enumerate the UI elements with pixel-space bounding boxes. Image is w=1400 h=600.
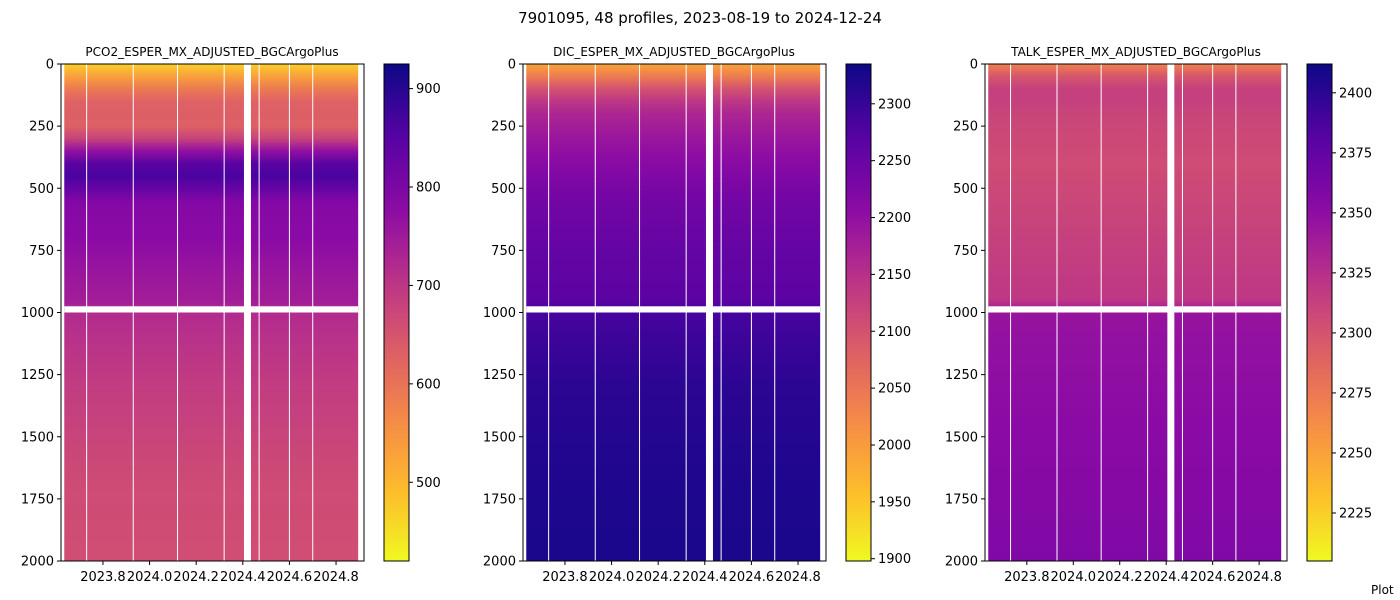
pco2-y-tick-label: 1000 xyxy=(21,306,54,321)
dic-y-tick-label: 2000 xyxy=(483,555,516,570)
pco2-x-tick-label: 2024.4 xyxy=(220,570,266,585)
dic-y-tick-label: 750 xyxy=(491,244,516,259)
dic-y-tick-label: 0 xyxy=(508,58,516,73)
dic-x-tick-label: 2024.6 xyxy=(729,570,775,585)
dic-colorbar-tick-label: 1950 xyxy=(878,495,911,510)
talk-colorbar-tick-label: 2250 xyxy=(1339,446,1372,461)
pco2-x-tick-label: 2024.0 xyxy=(127,570,173,585)
talk-colorbar-tick-label: 2225 xyxy=(1339,506,1372,521)
talk-y-tick-label: 1500 xyxy=(945,430,978,445)
pco2-colorbar-tick-label: 600 xyxy=(416,377,441,392)
dic-x-tick-label: 2024.2 xyxy=(635,570,681,585)
talk-colorbar xyxy=(1306,63,1333,562)
dic-y-tick-label: 250 xyxy=(491,120,516,135)
pco2-y-tick-label: 250 xyxy=(29,120,54,135)
pco2-y-tick-label: 1750 xyxy=(21,492,54,507)
talk-colorbar-tick-label: 2375 xyxy=(1339,146,1372,161)
talk-panel: TALK_ESPER_MX_ADJUSTED_BGCArgoPlus 0 250 5… xyxy=(945,45,1372,585)
talk-y-tick-label: 1250 xyxy=(945,368,978,383)
pco2-x-tick-label: 2024.2 xyxy=(173,570,219,585)
talk-colorbar-tick-label: 2400 xyxy=(1339,86,1372,101)
pco2-y-tick-label: 1250 xyxy=(21,368,54,383)
talk-y-tick-label: 500 xyxy=(953,182,978,197)
dic-y-tick-label: 500 xyxy=(491,182,516,197)
pco2-y-tick-label: 2000 xyxy=(21,555,54,570)
dic-colorbar-tick-label: 2250 xyxy=(878,154,911,169)
dic-x-tick-label: 2024.8 xyxy=(775,570,821,585)
pco2-colorbar-tick-label: 800 xyxy=(416,181,441,196)
dic-colorbar-tick-label: 2000 xyxy=(878,438,911,453)
dic-x-tick-label: 2024.4 xyxy=(682,570,728,585)
talk-x-tick-label: 2024.8 xyxy=(1236,570,1282,585)
pco2-y-tick-label: 750 xyxy=(29,244,54,259)
dic-y-tick-label: 1000 xyxy=(483,306,516,321)
talk-y-tick-label: 2000 xyxy=(945,555,978,570)
talk-depth-gap xyxy=(988,306,1282,313)
pco2-title: PCO2_ESPER_MX_ADJUSTED_BGCArgoPlus xyxy=(85,45,338,59)
pco2-colorbar-tick-label: 500 xyxy=(416,476,441,491)
dic-title: DIC_ESPER_MX_ADJUSTED_BGCArgoPlus xyxy=(553,45,795,59)
talk-colorbar-tick-label: 2350 xyxy=(1339,206,1372,221)
dic-y-tick-label: 1250 xyxy=(483,368,516,383)
dic-colorbar-tick-label: 2050 xyxy=(878,382,911,397)
talk-title: TALK_ESPER_MX_ADJUSTED_BGCArgoPlus xyxy=(1010,45,1261,59)
dic-panel: DIC_ESPER_MX_ADJUSTED_BGCArgoPlus 0 250 50… xyxy=(483,45,911,585)
talk-x-tick-label: 2024.0 xyxy=(1051,570,1097,585)
pco2-colorbar-tick-label: 700 xyxy=(416,279,441,294)
footer-text: Plot xyxy=(1371,583,1394,597)
pco2-y-tick-label: 500 xyxy=(29,182,54,197)
pco2-colorbar-tick-label: 900 xyxy=(416,82,441,97)
dic-x-tick-label: 2024.0 xyxy=(589,570,635,585)
dic-colorbar-tick-label: 1900 xyxy=(878,552,911,567)
pco2-depth-gap xyxy=(64,306,359,313)
figure-suptitle: 7901095, 48 profiles, 2023-08-19 to 2024… xyxy=(518,9,882,27)
talk-x-tick-label: 2024.2 xyxy=(1097,570,1143,585)
talk-x-tick-label: 2023.8 xyxy=(1004,570,1050,585)
dic-colorbar-tick-label: 2150 xyxy=(878,268,911,283)
dic-colorbar-tick-label: 2100 xyxy=(878,325,911,340)
talk-y-tick-label: 1000 xyxy=(945,306,978,321)
talk-y-tick-label: 1750 xyxy=(945,492,978,507)
pco2-x-tick-label: 2023.8 xyxy=(80,570,126,585)
talk-y-tick-label: 0 xyxy=(970,58,978,73)
dic-colorbar-tick-label: 2300 xyxy=(878,97,911,112)
dic-depth-gap xyxy=(526,306,821,313)
pco2-panel: PCO2_ESPER_MX_ADJUSTED_BGCArgoPlus 0 250 5… xyxy=(21,45,441,585)
talk-x-tick-label: 2024.6 xyxy=(1190,570,1236,585)
dic-y-tick-label: 1500 xyxy=(483,430,516,445)
talk-y-tick-label: 750 xyxy=(953,244,978,259)
dic-colorbar xyxy=(845,63,872,562)
talk-x-tick-label: 2024.4 xyxy=(1143,570,1189,585)
pco2-x-tick-label: 2024.6 xyxy=(267,570,313,585)
pco2-x-tick-label: 2024.8 xyxy=(313,570,359,585)
pco2-y-tick-label: 0 xyxy=(46,58,54,73)
talk-colorbar-tick-label: 2275 xyxy=(1339,386,1372,401)
talk-y-tick-label: 250 xyxy=(953,120,978,135)
dic-colorbar-tick-label: 2200 xyxy=(878,211,911,226)
talk-colorbar-tick-label: 2300 xyxy=(1339,326,1372,341)
pco2-colorbar xyxy=(383,63,410,562)
talk-colorbar-tick-label: 2325 xyxy=(1339,266,1372,281)
dic-x-tick-label: 2023.8 xyxy=(542,570,588,585)
dic-y-tick-label: 1750 xyxy=(483,492,516,507)
pco2-y-tick-label: 1500 xyxy=(21,430,54,445)
